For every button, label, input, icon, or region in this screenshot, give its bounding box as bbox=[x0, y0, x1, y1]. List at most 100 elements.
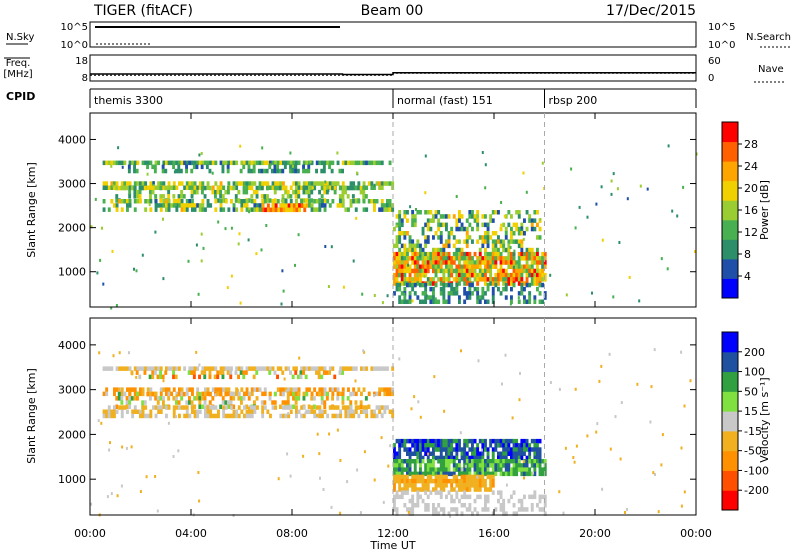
data-cell bbox=[354, 391, 358, 397]
data-cell bbox=[365, 207, 369, 212]
data-cell bbox=[507, 443, 511, 448]
data-cell bbox=[266, 198, 269, 203]
data-cell bbox=[391, 207, 395, 212]
data-cell bbox=[491, 478, 495, 484]
data-cell bbox=[536, 438, 539, 444]
data-cell bbox=[406, 474, 409, 480]
data-cell bbox=[530, 281, 534, 286]
data-cell bbox=[536, 281, 539, 286]
data-cell bbox=[424, 191, 427, 195]
data-cell bbox=[162, 199, 166, 204]
data-cell bbox=[344, 207, 348, 212]
power-yaxis-title: Slant Range [km] bbox=[25, 162, 38, 258]
data-cell bbox=[525, 455, 529, 461]
data-cell bbox=[450, 447, 454, 452]
data-cell bbox=[489, 471, 493, 477]
data-cell bbox=[193, 409, 197, 414]
data-cell bbox=[419, 299, 422, 304]
data-cell bbox=[473, 438, 477, 444]
data-cell bbox=[463, 281, 467, 286]
data-cell bbox=[307, 168, 311, 174]
data-cell bbox=[248, 391, 252, 397]
power-colorbar-band bbox=[722, 258, 738, 279]
data-cell bbox=[360, 160, 363, 166]
data-cell bbox=[437, 471, 441, 477]
data-cell bbox=[471, 463, 474, 468]
data-cell bbox=[188, 199, 192, 204]
data-cell bbox=[411, 260, 415, 265]
cpid-segment-label: normal (fast) 151 bbox=[397, 94, 493, 107]
data-cell bbox=[378, 366, 382, 371]
data-cell bbox=[115, 409, 119, 414]
data-cell bbox=[204, 366, 207, 371]
velocity-colorbar-band bbox=[722, 470, 738, 491]
data-cell bbox=[517, 296, 520, 300]
data-cell bbox=[127, 168, 131, 174]
data-cell bbox=[297, 181, 301, 186]
data-cell bbox=[282, 387, 285, 392]
data-cell bbox=[411, 251, 415, 257]
data-cell bbox=[432, 256, 435, 261]
data-cell bbox=[159, 391, 163, 397]
data-cell bbox=[517, 299, 521, 304]
data-cell bbox=[269, 160, 272, 166]
data-cell bbox=[512, 451, 516, 456]
data-cell bbox=[442, 286, 446, 292]
data-cell bbox=[437, 443, 441, 448]
data-cell bbox=[250, 366, 254, 371]
data-cell bbox=[273, 168, 277, 174]
data-cell bbox=[416, 260, 420, 265]
data-cell bbox=[439, 490, 443, 495]
data-cell bbox=[182, 194, 186, 199]
data-cell bbox=[234, 198, 238, 203]
data-cell bbox=[484, 299, 487, 304]
data-cell bbox=[133, 207, 137, 212]
data-cell bbox=[206, 366, 210, 371]
data-cell bbox=[378, 391, 382, 397]
data-cell bbox=[536, 235, 539, 240]
data-cell bbox=[455, 239, 459, 244]
data-cell bbox=[179, 168, 183, 174]
data-cell bbox=[245, 413, 249, 419]
data-cell bbox=[250, 185, 254, 191]
data-cell bbox=[445, 438, 448, 444]
data-cell bbox=[406, 268, 409, 274]
data-cell bbox=[146, 172, 149, 176]
data-cell bbox=[536, 503, 539, 508]
data-cell bbox=[416, 251, 420, 257]
data-cell bbox=[211, 387, 215, 392]
data-cell bbox=[525, 443, 529, 448]
data-cell bbox=[424, 239, 428, 244]
data-cell bbox=[408, 235, 412, 240]
beam-title: Beam 00 bbox=[361, 3, 424, 19]
data-cell bbox=[421, 487, 425, 492]
data-cell bbox=[256, 160, 259, 166]
data-cell bbox=[442, 214, 446, 219]
data-cell bbox=[323, 391, 327, 397]
data-cell bbox=[126, 207, 129, 212]
data-cell bbox=[523, 256, 526, 261]
data-cell bbox=[519, 371, 521, 375]
data-cell bbox=[164, 185, 168, 191]
data-cell bbox=[426, 295, 430, 300]
data-cell bbox=[429, 226, 433, 232]
data-cell bbox=[297, 194, 301, 199]
data-cell bbox=[403, 487, 407, 492]
data-cell bbox=[437, 268, 441, 274]
data-cell bbox=[357, 413, 361, 419]
data-cell bbox=[455, 490, 459, 495]
power-colorbar-tick-label: 8 bbox=[744, 248, 751, 261]
data-cell bbox=[408, 463, 412, 468]
data-cell bbox=[434, 478, 438, 484]
data-cell bbox=[172, 164, 175, 170]
data-cell bbox=[159, 396, 163, 401]
data-cell bbox=[380, 199, 384, 204]
data-cell bbox=[442, 443, 446, 448]
data-cell bbox=[139, 391, 142, 397]
data-cell bbox=[381, 301, 384, 305]
data-cell bbox=[481, 467, 485, 472]
data-cell bbox=[517, 256, 521, 261]
data-cell bbox=[442, 247, 446, 253]
data-cell bbox=[486, 459, 490, 464]
data-cell bbox=[286, 391, 290, 397]
